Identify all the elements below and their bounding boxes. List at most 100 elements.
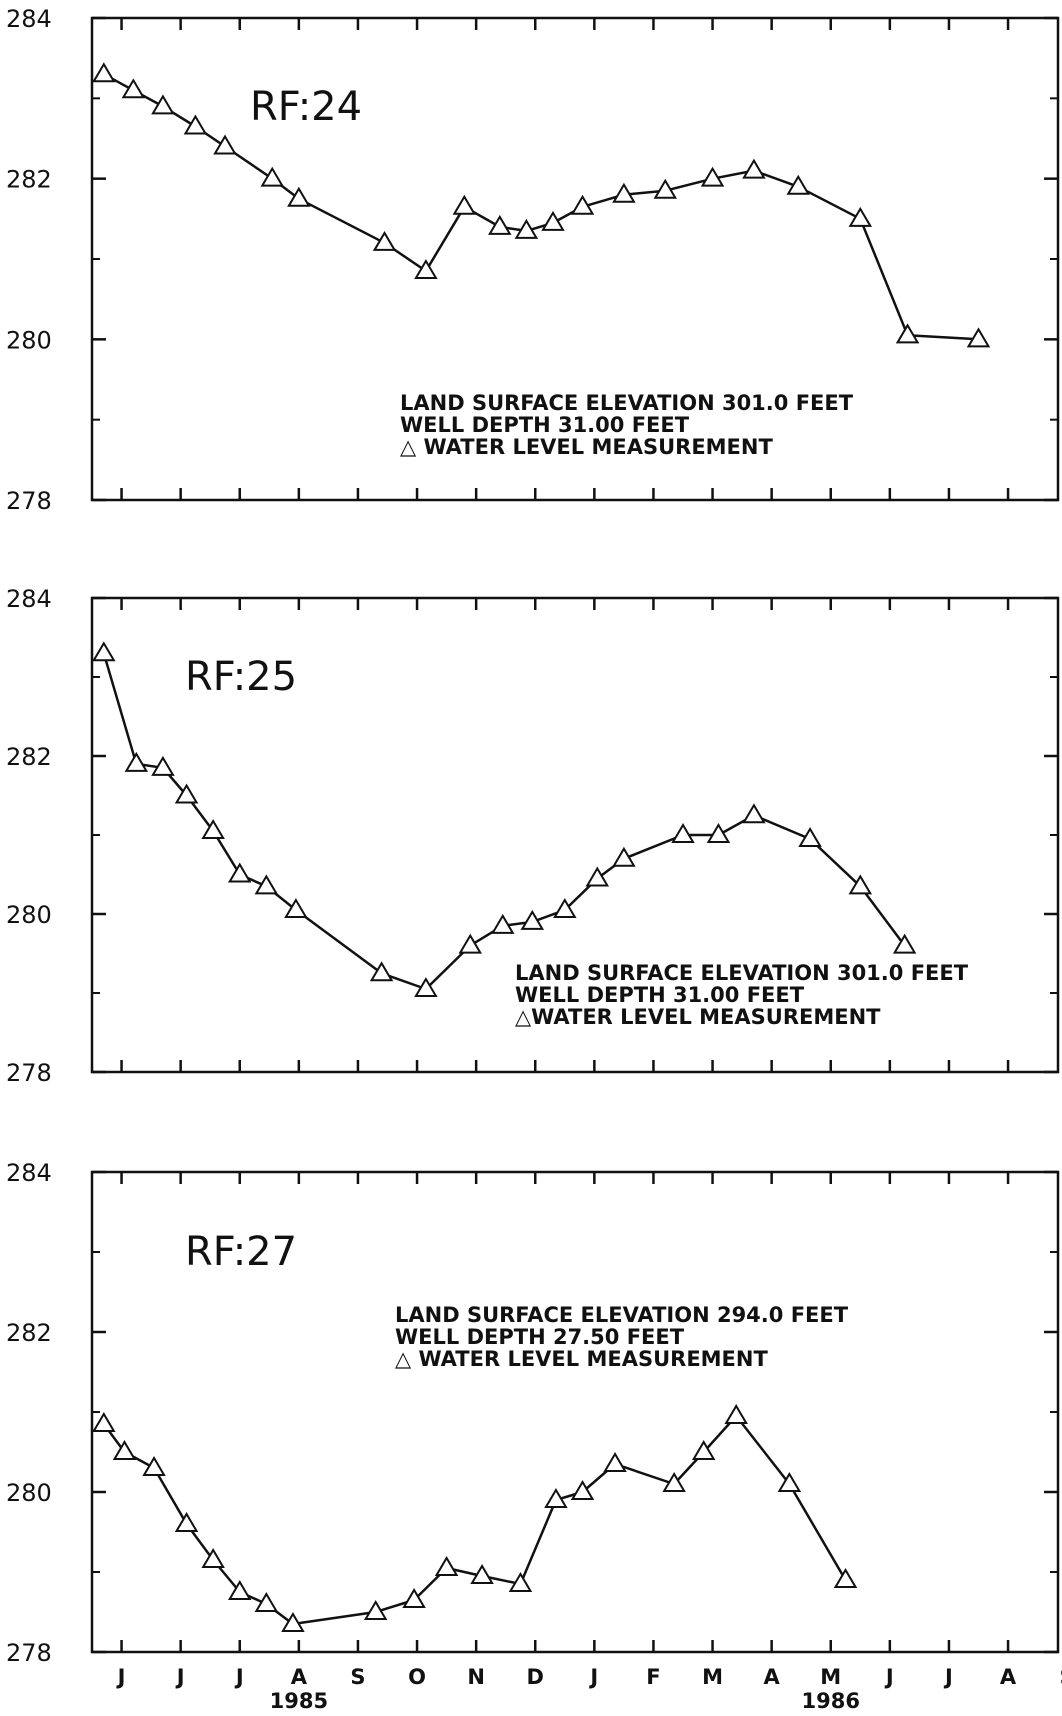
water-level-marker [490,913,515,934]
water-level-marker [700,166,725,187]
water-level-marker [742,803,766,824]
water-level-marker [458,933,482,954]
annotation-line: WELL DEPTH 27.50 FEET [395,1325,685,1349]
water-level-marker [414,259,438,280]
x-tick-label: S [350,1665,365,1689]
water-level-marker [848,206,873,227]
panel-rf25: 278 280 282 284 RF:25 LAND SURFACE ELEVATION … [6,585,1060,1087]
water-level-marker [402,1588,426,1608]
y-tick-label: 282 [6,743,52,771]
water-level-marker [553,898,577,919]
water-level-marker [284,898,308,919]
water-level-marker [142,1456,166,1476]
y-tick-label: 282 [6,166,52,194]
y-tick-label: 280 [6,326,52,354]
water-level-marker [228,1580,252,1600]
x-tick-label: J [234,1665,244,1689]
year-label: 1985 [270,1689,328,1713]
y-tick-label: 278 [6,487,52,515]
year-label: 1986 [802,1689,860,1713]
annotation-line: WELL DEPTH 31.00 FEET [515,983,805,1007]
water-level-marker [434,1556,459,1576]
x-tick-label: M [702,1665,723,1689]
water-level-marker [201,1548,225,1568]
annotation-line: LAND SURFACE ELEVATION 301.0 FEET [400,391,854,415]
panel-title: RF:27 [185,1229,297,1275]
x-tick-label: J [116,1665,126,1689]
water-level-marker [966,327,991,348]
water-level-marker [671,823,695,843]
water-level-marker [603,1452,627,1472]
water-level-marker [742,158,766,179]
water-level-marker [151,94,175,115]
x-tick-label: A [291,1665,308,1689]
x-tick-label: J [884,1665,894,1689]
water-level-marker [260,166,285,187]
water-level-marker [124,751,149,772]
x-tick-label: A [1000,1665,1017,1689]
x-tick-label: J [943,1665,953,1689]
y-tick-label: 282 [6,1319,52,1347]
water-level-marker [706,823,731,843]
panel-rf24: 278 280 282 284 RF:24 LAND SURFACE ELEVATION … [6,5,1060,515]
water-level-marker [228,862,252,883]
x-tick-label: N [467,1665,485,1689]
x-tick-label: M [820,1665,841,1689]
water-level-marker [777,1472,802,1492]
water-level-marker [798,826,822,847]
water-level-marker [92,641,116,662]
water-level-marker [508,1572,533,1592]
water-level-marker [514,218,539,239]
x-tick-label: O [408,1665,426,1689]
water-level-line [102,652,906,991]
water-level-marker [281,1612,305,1632]
water-level-marker [570,194,595,215]
annotation-line: △ WATER LEVEL MEASUREMENT [395,1347,768,1371]
panel-title: RF:24 [250,84,362,130]
water-level-marker [151,755,175,776]
water-level-marker [544,1488,568,1508]
water-level-marker [612,182,636,203]
y-tick-label: 284 [6,1159,52,1187]
water-level-marker [895,323,920,344]
water-level-marker [691,1440,716,1460]
water-level-marker [92,1412,116,1432]
water-level-marker [892,933,917,954]
water-level-marker [848,874,873,895]
water-level-line [103,73,979,341]
water-level-marker [786,174,810,195]
x-tick-label: S [1060,1665,1062,1689]
water-level-marker [254,1592,279,1612]
x-tick-label: J [588,1665,598,1689]
panel-title: RF:25 [185,654,297,700]
water-level-marker [452,194,477,215]
water-level-marker [653,178,678,199]
annotation-line: LAND SURFACE ELEVATION 294.0 FEET [395,1303,849,1327]
water-level-marker [92,62,116,83]
water-level-marker [213,134,237,155]
water-level-marker [112,1440,137,1460]
water-level-marker [724,1404,748,1424]
annotation-line: WELL DEPTH 31.00 FEET [400,413,690,437]
x-tick-label: A [764,1665,781,1689]
y-tick-label: 280 [6,1479,52,1507]
water-level-marker [121,78,146,99]
y-tick-label: 278 [6,1059,52,1087]
water-level-marker [254,874,279,895]
water-level-marker [174,1512,199,1532]
water-level-marker [372,230,397,251]
water-level-marker [174,783,199,804]
water-level-marker [662,1472,686,1492]
water-level-marker [541,210,565,231]
annotation-line: LAND SURFACE ELEVATION 301.0 FEET [515,961,969,985]
annotation-line: △ WATER LEVEL MEASUREMENT [400,435,773,459]
water-level-marker [570,1480,595,1500]
water-level-marker [369,961,394,982]
x-tick-label: D [527,1665,544,1689]
water-level-marker [287,186,311,207]
water-level-marker [833,1568,858,1588]
water-level-marker [585,866,610,887]
water-level-line [102,1414,847,1626]
y-tick-label: 284 [6,585,52,613]
